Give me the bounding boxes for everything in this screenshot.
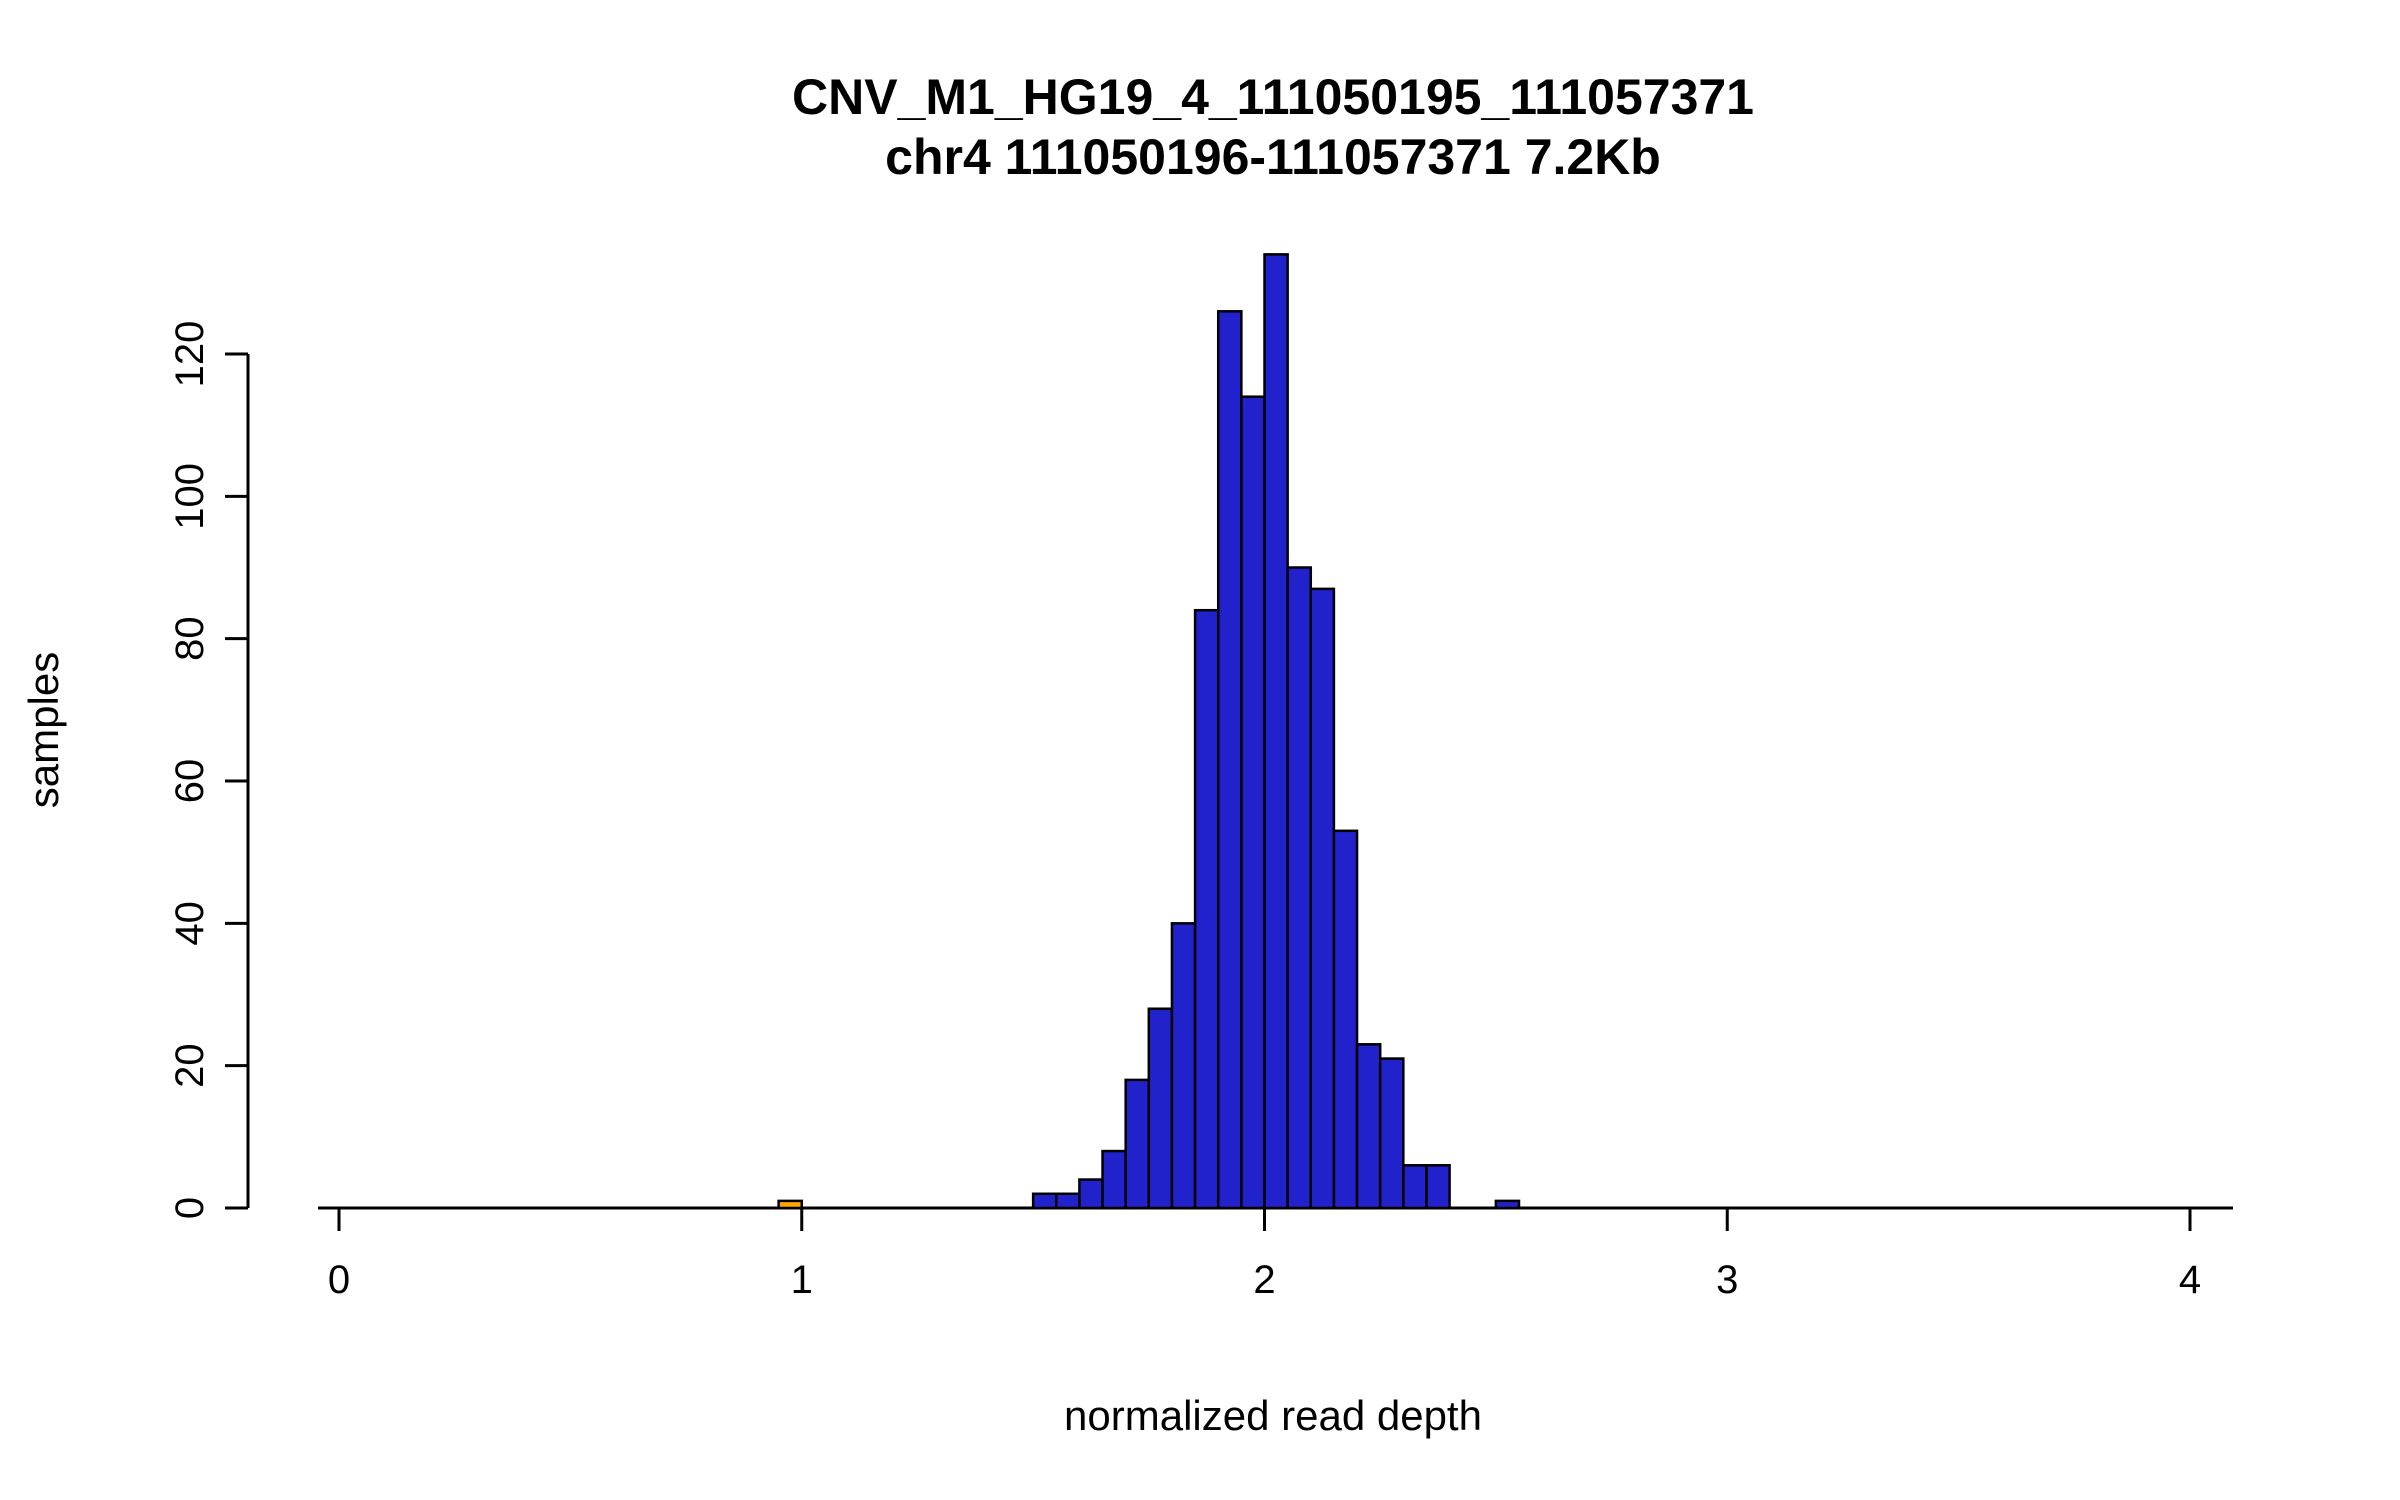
x-axis-tick-label: 0	[328, 1258, 350, 1302]
y-axis-tick-label: 60	[168, 759, 212, 804]
histogram-bar	[1332, 829, 1359, 1210]
y-axis-tick-label: 0	[168, 1197, 212, 1219]
chart-subtitle: chr4 111050196-111057371 7.2Kb	[885, 129, 1661, 185]
histogram-bar	[1216, 310, 1243, 1210]
histogram-bar	[1170, 922, 1197, 1210]
y-axis-tick-label: 100	[168, 463, 212, 530]
histogram-bar	[1147, 1007, 1174, 1210]
y-axis-tick-label: 120	[168, 321, 212, 388]
x-axis-tick-label: 1	[791, 1258, 813, 1302]
x-axis-tick-label: 2	[1253, 1258, 1275, 1302]
histogram-bar	[1286, 566, 1313, 1210]
histogram-bar	[1355, 1043, 1382, 1210]
chart-title: CNV_M1_HG19_4_111050195_111057371	[792, 69, 1754, 125]
histogram-bar	[1425, 1164, 1451, 1210]
x-axis-label: normalized read depth	[1064, 1392, 1482, 1439]
x-axis-tick-label: 4	[2179, 1258, 2201, 1302]
histogram-bar	[1494, 1199, 1521, 1210]
histogram-bar	[1055, 1192, 1081, 1210]
histogram-bar	[1193, 608, 1220, 1210]
y-axis-tick-label: 80	[168, 616, 212, 661]
histogram-bar	[1402, 1164, 1428, 1210]
histogram-bar	[1378, 1057, 1405, 1210]
histogram-bar	[1078, 1178, 1104, 1210]
histogram-bar	[777, 1199, 803, 1210]
histogram-bar	[1240, 395, 1266, 1210]
histogram-bar	[1031, 1192, 1058, 1210]
histogram-bar	[1124, 1078, 1151, 1210]
histogram-bar	[1263, 253, 1289, 1210]
y-axis-tick-label: 40	[168, 901, 212, 946]
histogram-bar	[1101, 1149, 1127, 1210]
histogram-bar	[1309, 587, 1336, 1210]
y-axis-tick-label: 20	[168, 1043, 212, 1088]
x-axis-tick-label: 3	[1716, 1258, 1738, 1302]
